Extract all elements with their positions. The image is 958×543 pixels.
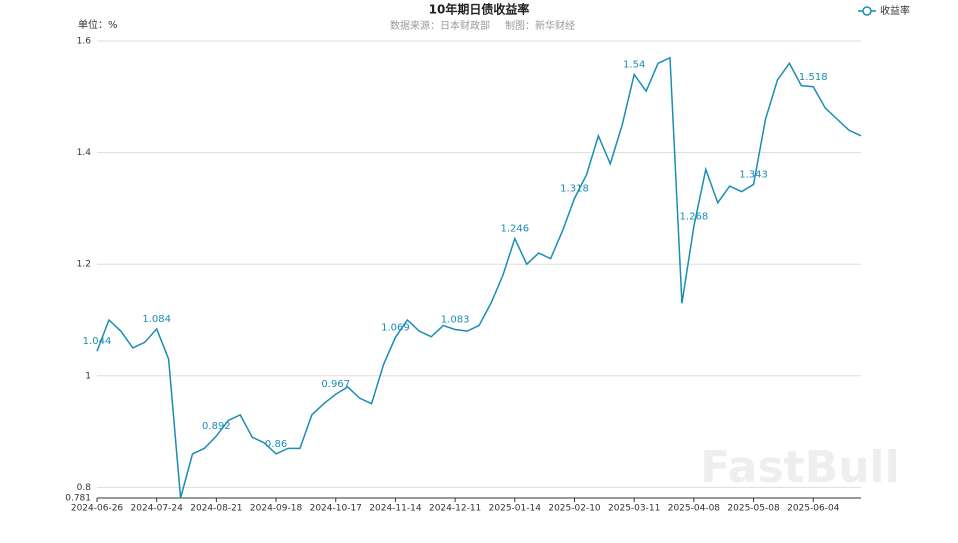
y-unit: 单位：% xyxy=(78,18,118,31)
line xyxy=(96,56,862,499)
data-label: 1.268 xyxy=(680,211,709,222)
x-tick-label: 2025-02-10 xyxy=(548,504,601,514)
x-tick-label: 2025-05-08 xyxy=(727,504,780,514)
x-tick-label: 2024-06-26 xyxy=(71,504,124,514)
x-tick-label: 2025-06-04 xyxy=(787,504,840,514)
legend-label: 收益率 xyxy=(880,4,910,17)
legend-marker xyxy=(862,6,872,16)
data-label: 1.518 xyxy=(799,72,828,83)
data-label: 1.54 xyxy=(623,59,645,70)
data-label: 0.86 xyxy=(265,439,287,450)
y-tick-label: 1.4 xyxy=(77,148,92,158)
x-tick-label: 2025-04-08 xyxy=(668,504,721,514)
data-label: 0.892 xyxy=(202,421,231,432)
x-tick-label: 2025-01-14 xyxy=(489,504,542,514)
y-tick-label: 1 xyxy=(85,371,91,381)
x-tick-label: 2025-03-11 xyxy=(608,504,660,514)
y-tick-label: 1.6 xyxy=(77,37,92,47)
x-tick-label: 2024-10-17 xyxy=(310,504,362,514)
watermark: FastBull xyxy=(700,442,899,493)
chart-subtitle: 数据来源：日本财政部 xyxy=(390,19,490,32)
y-tick-label: 0.781 xyxy=(65,494,91,504)
x-tick-label: 2024-07-24 xyxy=(131,504,184,514)
data-label: 1.069 xyxy=(381,322,410,333)
x-tick-label: 2024-08-21 xyxy=(190,504,242,514)
x-tick-label: 2024-12-11 xyxy=(429,504,481,514)
y-tick-label: 0.8 xyxy=(77,483,92,493)
data-label: 1.084 xyxy=(142,314,171,325)
data-label: 1.343 xyxy=(739,169,768,180)
data-label: 1.044 xyxy=(83,336,112,347)
x-tick-label: 2024-11-14 xyxy=(369,504,422,514)
data-label: 0.967 xyxy=(321,379,350,390)
chart-title: 10年期日债收益率 xyxy=(429,2,530,17)
data-label: 1.318 xyxy=(560,183,589,194)
chart-credit: 制图：新华财经 xyxy=(505,19,575,32)
data-label: 1.083 xyxy=(441,314,470,325)
y-tick-label: 1.2 xyxy=(77,260,91,270)
x-tick-label: 2024-09-18 xyxy=(250,504,303,514)
data-label: 1.246 xyxy=(500,224,529,235)
